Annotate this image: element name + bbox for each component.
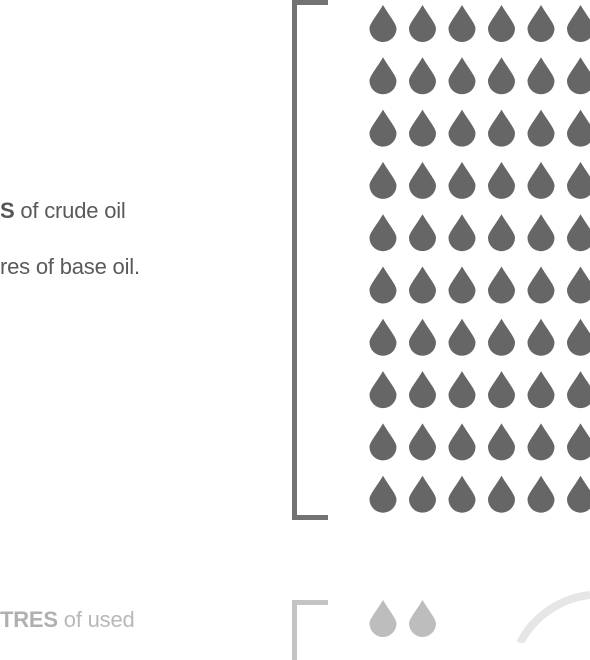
oil-drop-icon (567, 5, 590, 42)
oil-drop-icon (448, 214, 476, 252)
oil-drop-icon (409, 109, 436, 147)
oil-drop-icon (567, 475, 590, 513)
oil-drop-icon (567, 423, 590, 461)
oil-drop-icon (409, 161, 436, 199)
oil-drop-icon (448, 109, 476, 147)
oil-drop-icon (448, 57, 476, 95)
oil-drop-icon (409, 423, 436, 461)
oil-drop-icon (369, 371, 397, 409)
oil-drop-icon (488, 5, 515, 42)
oil-drop-icon (488, 57, 515, 95)
oil-drop-icon (369, 423, 397, 461)
oil-drop-icon (488, 371, 515, 409)
used-oil-amount-fragment: TRES (0, 607, 58, 632)
oil-drop-icon (488, 266, 515, 304)
oil-drop-icon (488, 475, 515, 513)
oil-drop-icon (527, 161, 555, 199)
used-oil-text: TRES of used (0, 607, 135, 633)
oil-drop-icon (527, 109, 555, 147)
oil-drop-icon (369, 109, 397, 147)
oil-drop-icon (527, 57, 555, 95)
oil-drop-icon (567, 371, 590, 409)
oil-drop-icon (527, 423, 555, 461)
oil-drop-icon (488, 318, 515, 356)
oil-drop-icon (369, 214, 397, 252)
oil-drop-icon (567, 57, 590, 95)
oil-drop-icon (369, 161, 397, 199)
oil-drop-icon (369, 318, 397, 356)
used-oil-drop-icon (409, 600, 436, 637)
oil-drop-icon (567, 161, 590, 199)
oil-drop-icon (527, 318, 555, 356)
base-oil-text: res of base oil. (0, 254, 140, 279)
oil-drop-icon (369, 57, 397, 95)
oil-drop-icon (409, 475, 436, 513)
oil-drop-icon (448, 266, 476, 304)
gauge-arc (516, 591, 590, 643)
oil-drop-grid (369, 5, 590, 643)
used-oil-bracket (292, 600, 328, 660)
oil-drop-icon (409, 318, 436, 356)
oil-drop-icon (567, 109, 590, 147)
oil-drop-icon (488, 214, 515, 252)
oil-drop-icon (409, 5, 436, 42)
oil-drop-icon (527, 371, 555, 409)
oil-drop-icon (527, 475, 555, 513)
oil-drop-icon (527, 5, 555, 42)
crude-oil-amount-fragment: S (0, 198, 15, 223)
oil-drop-icon (488, 109, 515, 147)
oil-drop-icon (409, 371, 436, 409)
oil-drop-icon (409, 57, 436, 95)
used-oil-drop-icon (369, 600, 397, 637)
oil-drop-icon (488, 161, 515, 199)
oil-drop-icon (369, 266, 397, 304)
oil-drop-icon (567, 214, 590, 252)
oil-drop-icon (409, 214, 436, 252)
left-bracket (292, 0, 328, 520)
crude-oil-label: of crude oil (14, 198, 126, 223)
crude-oil-text: S of crude oil (0, 198, 126, 224)
oil-drop-icon (409, 266, 436, 304)
oil-drop-icon (369, 475, 397, 513)
oil-drop-icon (448, 161, 476, 199)
oil-drop-icon (488, 423, 515, 461)
oil-drop-icon (448, 371, 476, 409)
oil-drop-icon (567, 318, 590, 356)
oil-drop-icon (567, 266, 590, 304)
oil-drop-icon (527, 266, 555, 304)
oil-drop-icon (448, 423, 476, 461)
oil-drop-icon (448, 318, 476, 356)
oil-drop-icon (527, 214, 555, 252)
oil-drop-icon (448, 475, 476, 513)
oil-drop-icon (369, 5, 397, 42)
oil-drop-icon (448, 5, 476, 42)
used-oil-label: of used (57, 607, 135, 632)
